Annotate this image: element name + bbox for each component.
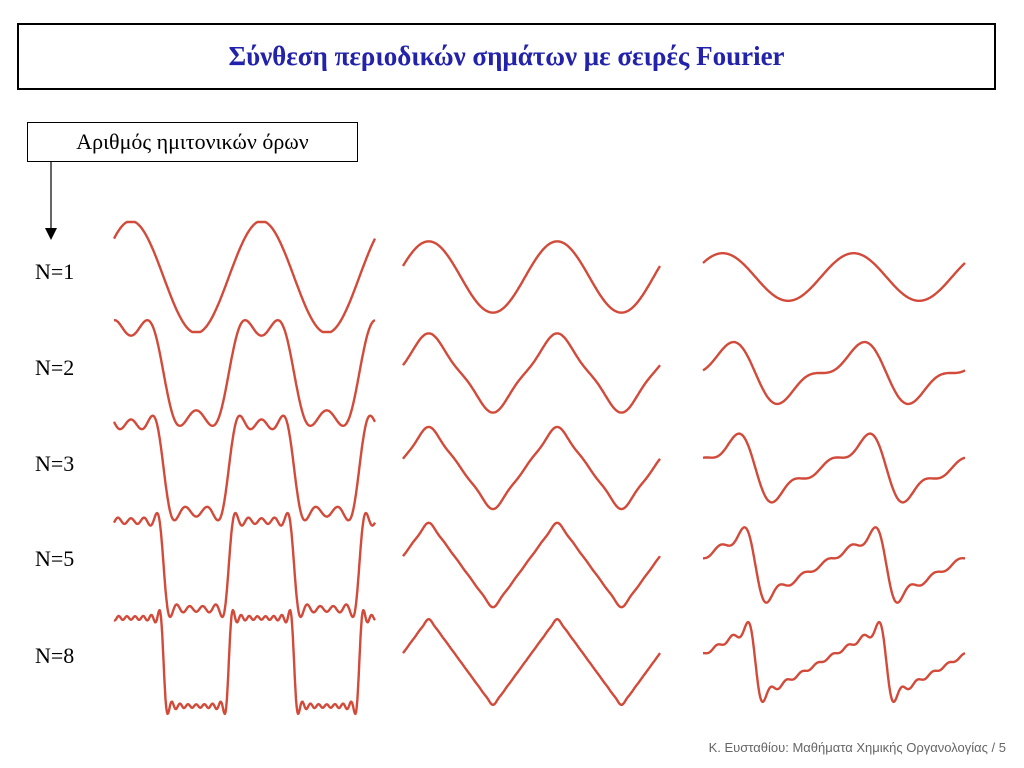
terms-label: Αριθμός ημιτονικών όρων: [76, 129, 309, 154]
down-arrow: [45, 162, 57, 240]
sawtooth-wave-n1: [702, 252, 966, 302]
triangle-wave-n5: [402, 521, 661, 609]
square-wave-n1: [112, 220, 377, 334]
square-wave-n3: [112, 414, 377, 522]
triangle-wave-n3: [402, 425, 661, 511]
sawtooth-wave-n2: [702, 340, 966, 406]
triangle-wave-n2: [402, 332, 661, 414]
sawtooth-wave-n8: [702, 620, 966, 704]
square-wave-n8: [113, 608, 376, 716]
footer-credit: Κ. Ευσταθίου: Μαθήματα Χημικής Οργανολογ…: [708, 740, 1006, 755]
sawtooth-wave-n5: [702, 526, 966, 604]
row-label-n3: N=3: [35, 451, 75, 476]
square-wave-n5: [112, 511, 377, 619]
wave-group: [112, 220, 966, 716]
row-label-n5: N=5: [35, 546, 75, 571]
slide-title: Σύνθεση περιοδικών σημάτων με σειρές Fou…: [228, 41, 785, 71]
row-label-n1: N=1: [35, 259, 75, 284]
triangle-wave-n1: [401, 240, 662, 314]
terms-label-box: Αριθμός ημιτονικών όρων: [27, 122, 358, 162]
sawtooth-wave-n3: [702, 432, 966, 504]
row-label-n8: N=8: [35, 643, 75, 668]
row-label-n2: N=2: [35, 355, 75, 380]
square-wave-n2: [113, 319, 376, 427]
triangle-wave-n8: [402, 617, 661, 707]
title-box: Σύνθεση περιοδικών σημάτων με σειρές Fou…: [17, 23, 996, 90]
